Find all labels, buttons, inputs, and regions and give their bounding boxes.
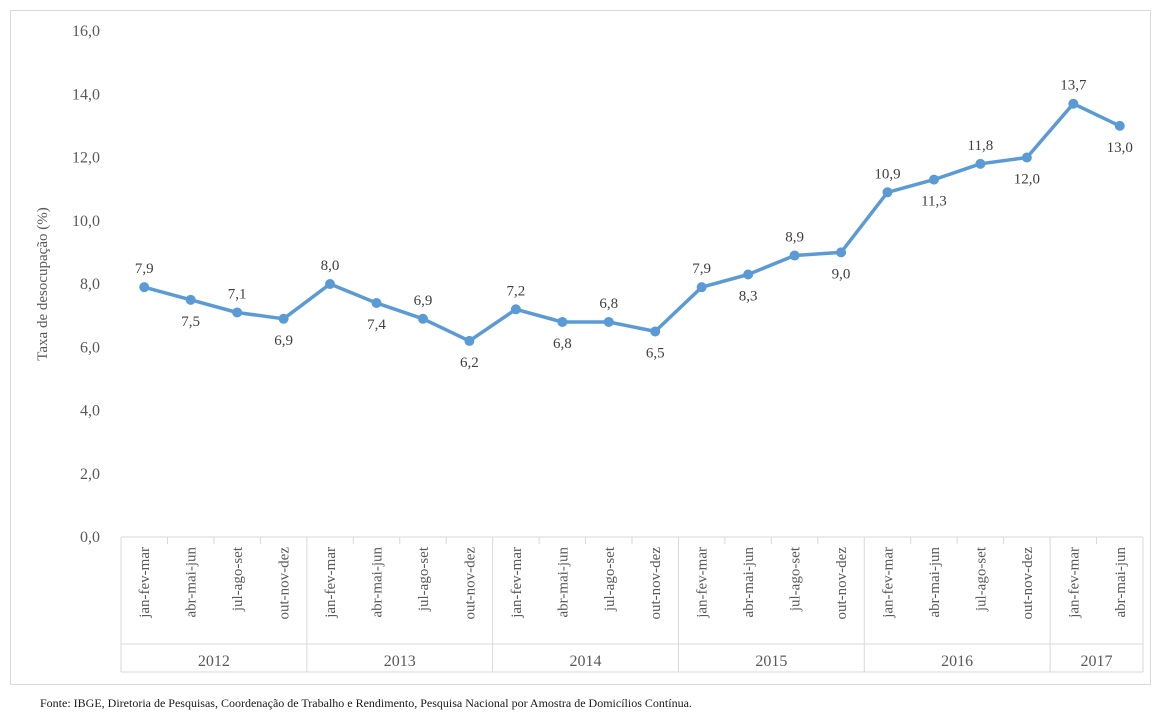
y-tick-label: 14,0 [72, 86, 100, 103]
y-tick-label: 16,0 [72, 23, 100, 40]
data-label: 6,5 [646, 345, 665, 361]
data-point [325, 279, 336, 289]
x-tick-label: jan-fev-mar [1066, 547, 1082, 619]
data-label: 8,9 [785, 230, 804, 246]
x-tick-label: jan-fev-mar [137, 547, 153, 619]
data-label: 11,3 [921, 194, 947, 210]
x-tick-label: abr-mai-jun [1113, 547, 1129, 618]
x-tick-label: jul-ago-set [973, 546, 989, 612]
x-tick-label: out-nov-dez [277, 547, 293, 620]
data-label: 7,2 [506, 283, 525, 299]
data-label: 10,9 [874, 166, 900, 182]
data-point [650, 326, 661, 337]
data-point [836, 247, 847, 258]
data-point [1114, 120, 1125, 131]
data-label: 6,8 [553, 336, 572, 352]
x-tick-label: jan-fev-mar [881, 547, 897, 619]
data-point [232, 307, 243, 318]
x-tick-label: jul-ago-set [416, 546, 432, 612]
y-axis-title: Taxa de desocupação (%) [35, 207, 51, 360]
data-point [928, 174, 939, 185]
x-tick-label: out-nov-dez [648, 547, 664, 620]
y-tick-label: 2,0 [80, 466, 100, 483]
year-label: 2013 [384, 653, 416, 670]
x-tick-label: abr-mai-jun [927, 547, 943, 618]
series-line [142, 101, 1122, 343]
x-tick-label: out-nov-dez [462, 547, 478, 620]
x-tick-label: out-nov-dez [834, 547, 850, 620]
data-label: 6,2 [460, 355, 479, 371]
y-tick-label: 12,0 [72, 150, 100, 167]
data-label: 7,5 [181, 314, 200, 330]
data-point [278, 313, 289, 324]
x-tick-label: jan-fev-mar [509, 547, 525, 619]
data-label: 13,7 [1060, 78, 1087, 94]
data-point [789, 250, 800, 261]
data-label: 13,0 [1107, 140, 1133, 156]
data-label: 12,0 [1014, 172, 1040, 188]
data-label: 11,8 [968, 138, 994, 154]
data-label: 6,9 [274, 333, 293, 349]
source-note: Fonte: IBGE, Diretoria de Pesquisas, Coo… [40, 696, 692, 710]
data-point [1068, 98, 1079, 109]
x-tick-label: abr-mai-jun [555, 547, 571, 618]
data-label: 6,9 [414, 293, 433, 309]
y-tick-label: 10,0 [72, 213, 100, 230]
data-label: 8,3 [739, 289, 758, 305]
data-point [603, 316, 614, 327]
data-point [417, 313, 428, 324]
data-point [185, 294, 196, 305]
data-point [557, 316, 568, 327]
year-label: 2014 [570, 653, 602, 670]
data-label: 7,9 [135, 261, 154, 277]
y-tick-label: 4,0 [80, 403, 100, 420]
data-label: 7,9 [692, 261, 711, 277]
data-point [510, 304, 521, 315]
year-label: 2015 [755, 653, 787, 670]
x-tick-label: jul-ago-set [602, 546, 618, 612]
x-tick-label: abr-mai-jun [741, 547, 757, 618]
x-tick-label: out-nov-dez [1020, 547, 1036, 620]
chart-frame: 0,0 2,0 4,0 6,0 8,0 10,0 12,0 14,0 16,0 Taxa de d… [10, 10, 1151, 685]
x-tick-label: abr-mai-jun [184, 547, 200, 618]
data-point [371, 297, 382, 308]
year-label: 2017 [1081, 653, 1113, 670]
x-tick-label: abr-mai-jun [370, 547, 386, 618]
y-tick-label: 0,0 [80, 529, 100, 546]
x-tick-label: jul-ago-set [788, 546, 804, 612]
year-label: 2016 [941, 653, 973, 670]
data-point [696, 282, 707, 293]
x-tick-label: jan-fev-mar [323, 547, 339, 619]
data-point [464, 335, 475, 346]
data-label: 8,0 [321, 258, 340, 274]
data-point [139, 282, 150, 293]
data-point [1021, 152, 1032, 163]
y-tick-label: 6,0 [80, 339, 100, 356]
year-label: 2012 [198, 653, 230, 670]
data-label: 7,4 [367, 317, 386, 333]
data-label: 6,8 [599, 296, 618, 312]
x-tick-label: jan-fev-mar [695, 547, 711, 619]
x-tick-label: jul-ago-set [230, 546, 246, 612]
data-label: 7,1 [228, 286, 247, 302]
line-chart: 0,0 2,0 4,0 6,0 8,0 10,0 12,0 14,0 16,0 Taxa de d… [35, 23, 1144, 673]
y-tick-label: 8,0 [80, 276, 100, 293]
data-label: 9,0 [832, 266, 851, 282]
data-point [975, 158, 986, 169]
data-point [743, 269, 754, 280]
data-point [882, 187, 893, 198]
